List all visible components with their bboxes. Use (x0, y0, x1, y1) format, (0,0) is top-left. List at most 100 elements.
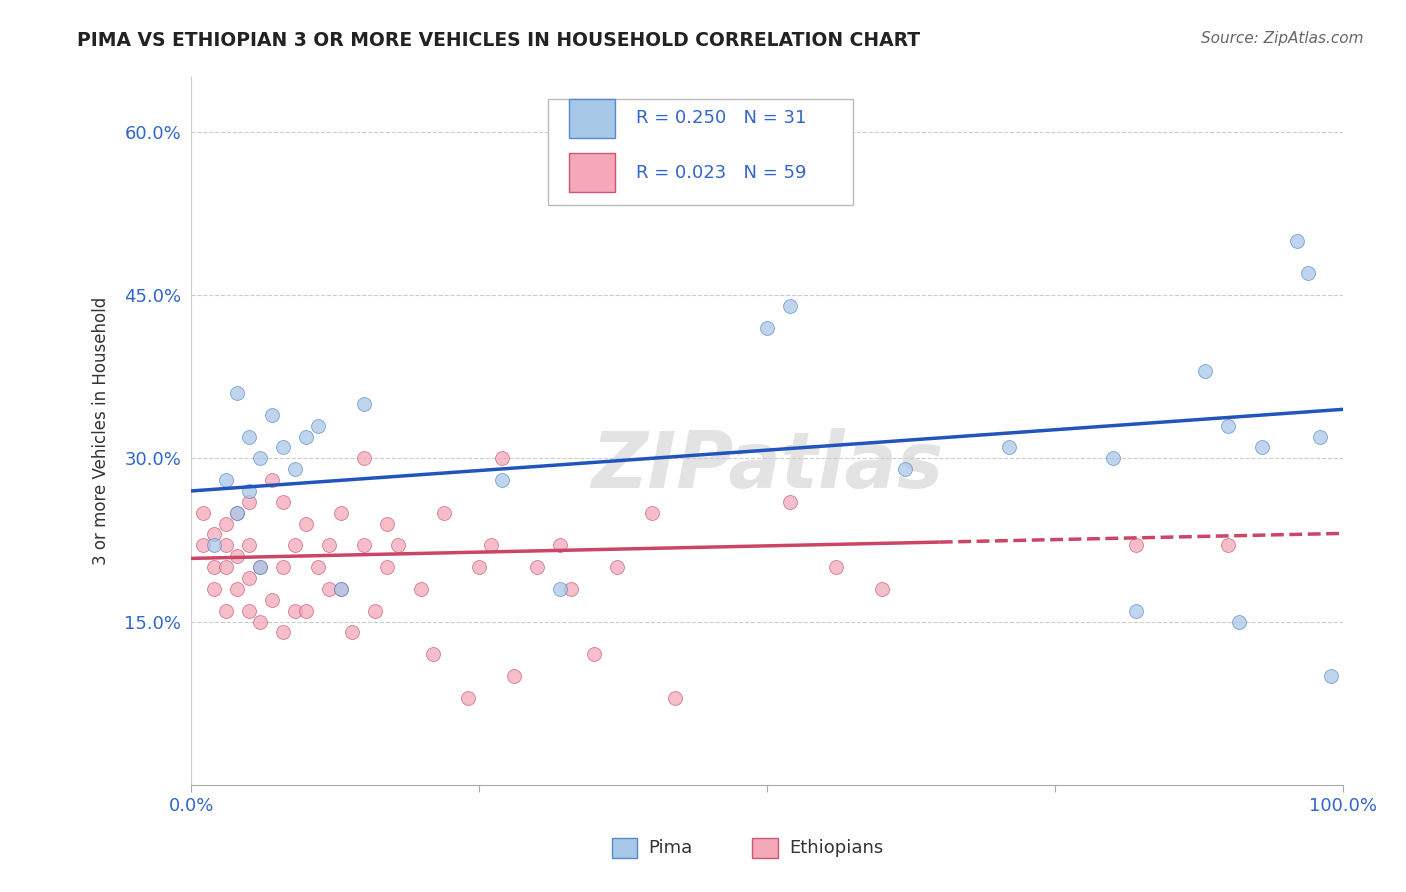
Point (342, 625, 364, 640)
Point (387, 538, 409, 552)
Point (894, 462, 917, 476)
Bar (548, 99, 853, 205)
Point (295, 604, 318, 618)
Point (271, 495, 294, 509)
Point (1125, 538, 1147, 552)
Point (260, 473, 283, 487)
Point (214, 560, 236, 574)
Text: Ethiopians: Ethiopians (789, 839, 883, 857)
Point (202, 560, 225, 574)
Point (284, 538, 307, 552)
Point (491, 451, 513, 466)
Point (238, 429, 260, 443)
Point (825, 560, 848, 574)
Point (271, 560, 294, 574)
Point (1216, 418, 1239, 433)
Point (238, 604, 260, 618)
Point (329, 582, 352, 596)
Point (226, 386, 249, 401)
Y-axis label: 3 or more Vehicles in Household: 3 or more Vehicles in Household (93, 297, 110, 566)
Point (1101, 451, 1123, 466)
Point (526, 560, 548, 574)
Point (238, 483, 260, 498)
Bar (569, 99, 614, 137)
Point (191, 506, 214, 520)
Point (1227, 615, 1250, 629)
Point (318, 582, 340, 596)
Point (238, 571, 260, 585)
Point (260, 408, 283, 422)
Text: ZIPatlas: ZIPatlas (591, 428, 943, 505)
Point (1285, 234, 1308, 248)
Point (260, 592, 283, 607)
Text: Pima: Pima (648, 839, 692, 857)
Text: R = 0.250   N = 31: R = 0.250 N = 31 (636, 109, 806, 128)
Point (249, 451, 271, 466)
Point (214, 604, 236, 618)
Point (491, 473, 513, 487)
Point (307, 418, 329, 433)
Point (411, 582, 433, 596)
Point (307, 560, 329, 574)
Point (548, 538, 571, 552)
Point (422, 647, 444, 661)
Point (226, 582, 249, 596)
Point (433, 506, 456, 520)
Point (202, 538, 225, 552)
Point (1309, 429, 1331, 443)
Point (318, 538, 340, 552)
Point (1298, 266, 1320, 280)
Point (238, 495, 260, 509)
Point (191, 538, 214, 552)
Point (375, 560, 398, 574)
Point (870, 582, 893, 596)
Point (1216, 538, 1239, 552)
Point (295, 429, 318, 443)
Point (1251, 441, 1274, 455)
Point (329, 582, 352, 596)
Point (1320, 669, 1343, 683)
Point (329, 506, 352, 520)
Point (560, 582, 582, 596)
Bar (569, 153, 614, 192)
Point (226, 506, 249, 520)
Point (202, 527, 225, 541)
Point (226, 549, 249, 564)
Point (1194, 364, 1216, 378)
Point (479, 538, 502, 552)
Point (583, 647, 606, 661)
Point (353, 538, 375, 552)
Point (295, 516, 318, 531)
Point (548, 582, 571, 596)
Point (226, 506, 249, 520)
Point (249, 615, 271, 629)
Point (468, 560, 491, 574)
Text: Source: ZipAtlas.com: Source: ZipAtlas.com (1201, 31, 1364, 46)
Point (238, 538, 260, 552)
Point (214, 538, 236, 552)
Point (998, 441, 1021, 455)
Point (606, 560, 628, 574)
Point (214, 473, 236, 487)
Point (1125, 604, 1147, 618)
Point (271, 441, 294, 455)
Point (202, 582, 225, 596)
Point (249, 560, 271, 574)
Point (364, 604, 387, 618)
Text: PIMA VS ETHIOPIAN 3 OR MORE VEHICLES IN HOUSEHOLD CORRELATION CHART: PIMA VS ETHIOPIAN 3 OR MORE VEHICLES IN … (77, 31, 921, 50)
Point (756, 320, 779, 334)
Point (664, 690, 686, 705)
Point (502, 669, 524, 683)
Point (457, 690, 479, 705)
Point (249, 560, 271, 574)
Point (641, 506, 664, 520)
Point (271, 625, 294, 640)
Point (353, 451, 375, 466)
Point (779, 299, 801, 313)
Point (353, 397, 375, 411)
Text: R = 0.023   N = 59: R = 0.023 N = 59 (636, 163, 806, 182)
Point (375, 516, 398, 531)
Point (284, 462, 307, 476)
Point (284, 604, 307, 618)
Point (779, 495, 801, 509)
